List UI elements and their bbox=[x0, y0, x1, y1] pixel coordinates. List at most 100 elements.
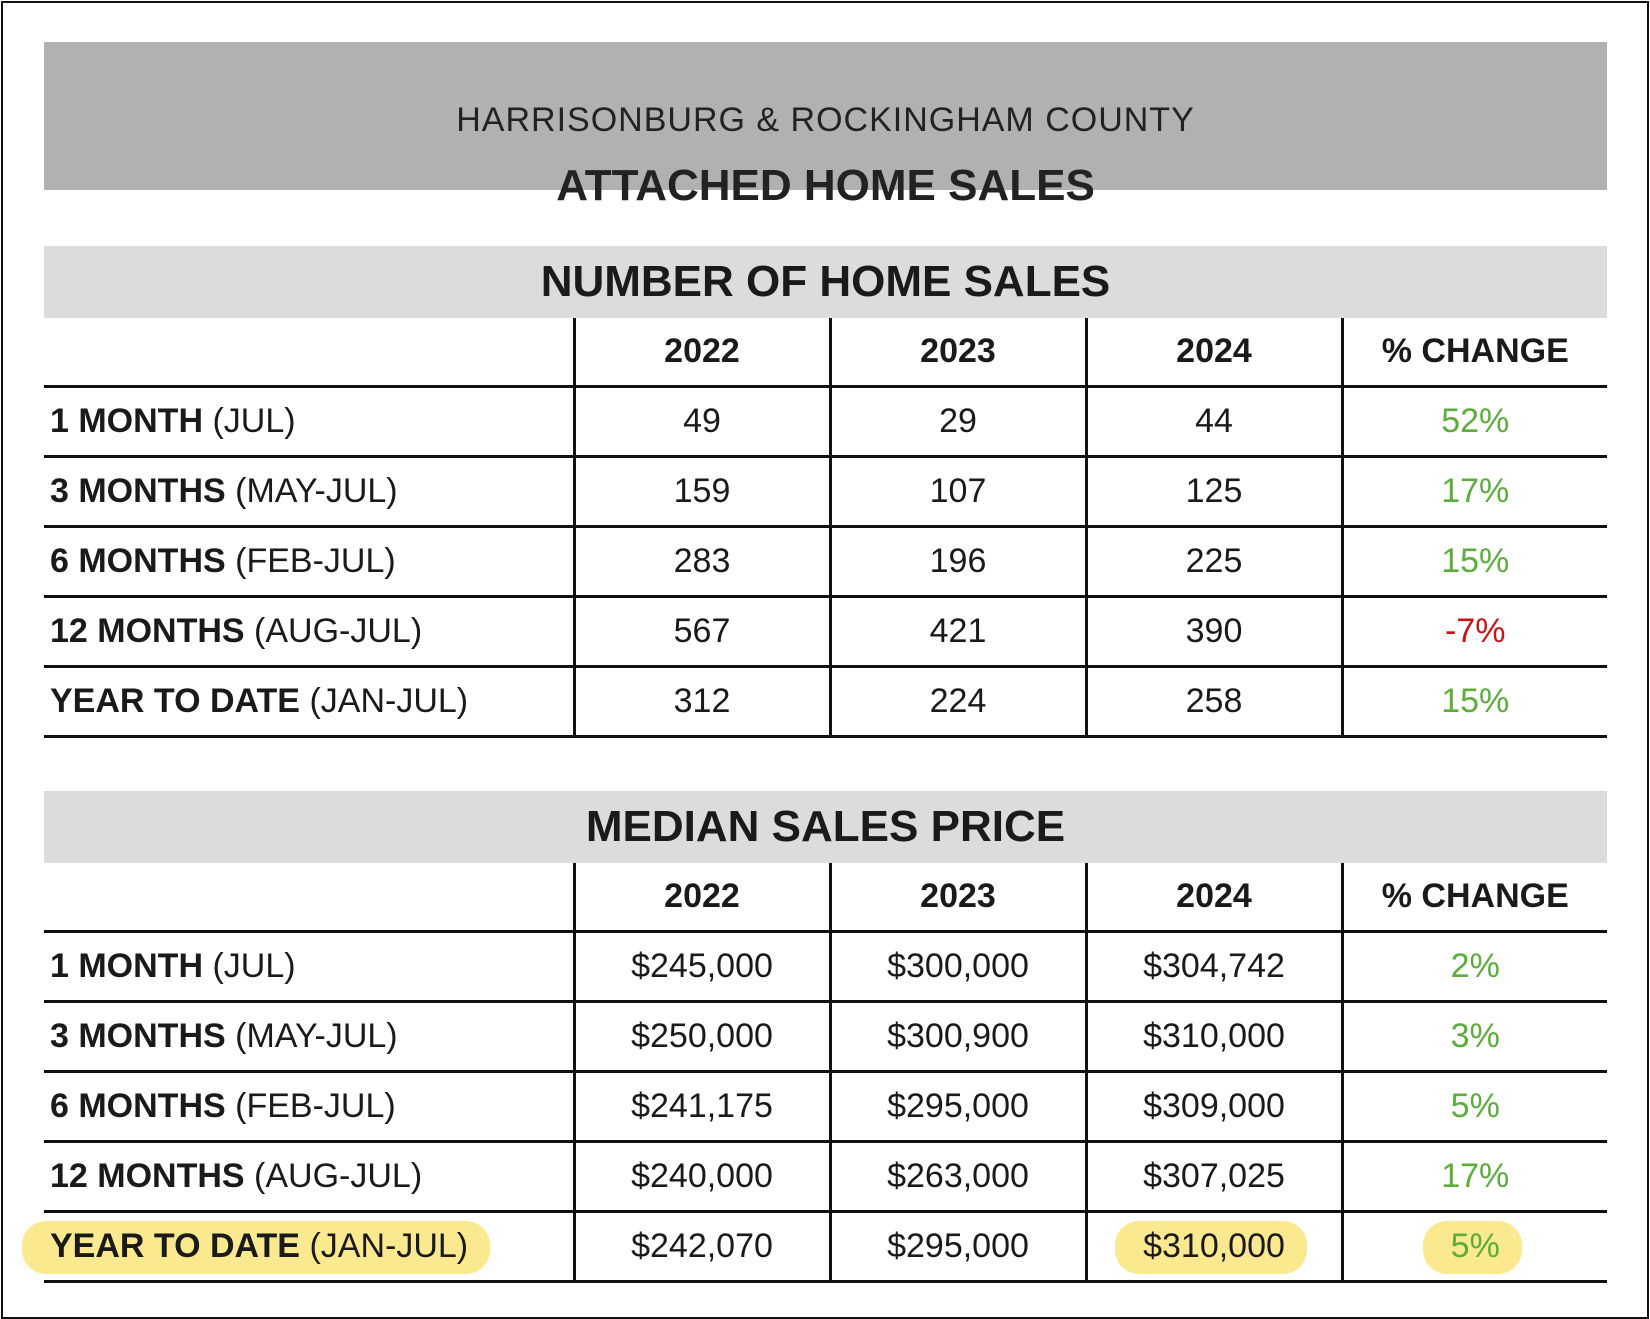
value-2022: $245,000 bbox=[572, 931, 830, 1003]
value-2022: $242,070 bbox=[572, 1211, 830, 1283]
value-2022: $241,175 bbox=[572, 1071, 830, 1143]
value-2024: $309,000 bbox=[1084, 1071, 1342, 1143]
row-range: (JUL) bbox=[212, 402, 296, 440]
sales-count-section: NUMBER OF HOME SALES 2022 2023 2024 % CH… bbox=[44, 246, 1607, 738]
value-change: 17% bbox=[1340, 456, 1607, 528]
median-price-heading: MEDIAN SALES PRICE bbox=[44, 791, 1607, 863]
table-row: YEAR TO DATE (JAN-JUL) $242,070 $295,000… bbox=[21, 1211, 1607, 1283]
row-label: 1 MONTH (JUL) bbox=[44, 386, 574, 458]
value-change: -7% bbox=[1340, 596, 1607, 668]
row-range: (MAY-JUL) bbox=[235, 1017, 398, 1055]
value-change: 15% bbox=[1340, 666, 1607, 738]
table-row: 1 MONTH (JUL) $245,000 $300,000 $304,742… bbox=[44, 931, 1607, 1003]
row-period: YEAR TO DATE bbox=[50, 682, 300, 720]
row-range: (JAN-JUL) bbox=[309, 1227, 469, 1265]
row-period: 12 MONTHS bbox=[50, 1157, 245, 1195]
table-row: 12 MONTHS (AUG-JUL) 567 421 390 -7% bbox=[44, 596, 1607, 668]
value-2022: 49 bbox=[572, 386, 830, 458]
value-2022: 159 bbox=[572, 456, 830, 528]
sales-count-heading: NUMBER OF HOME SALES bbox=[44, 246, 1607, 318]
value-2022: 283 bbox=[572, 526, 830, 598]
row-period: 1 MONTH bbox=[50, 947, 203, 985]
table-row: 3 MONTHS (MAY-JUL) 159 107 125 17% bbox=[44, 456, 1607, 528]
value-2022: 312 bbox=[572, 666, 830, 738]
value-change: 3% bbox=[1340, 1001, 1607, 1073]
value-2022: 567 bbox=[572, 596, 830, 668]
value-change: 2% bbox=[1340, 931, 1607, 1003]
row-range: (AUG-JUL) bbox=[254, 1157, 423, 1195]
row-label: 12 MONTHS (AUG-JUL) bbox=[44, 1141, 574, 1213]
row-period: 3 MONTHS bbox=[50, 472, 226, 510]
highlighted-value: $310,000 bbox=[1143, 1227, 1285, 1265]
value-2024: 44 bbox=[1084, 386, 1342, 458]
highlight-mark: YEAR TO DATE (JAN-JUL) bbox=[21, 1221, 491, 1274]
report-subtitle: HARRISONBURG & ROCKINGHAM COUNTY bbox=[456, 101, 1195, 139]
value-2024: 390 bbox=[1084, 596, 1342, 668]
column-header-2024: 2024 bbox=[1084, 863, 1342, 933]
value-2023: $300,900 bbox=[828, 1001, 1086, 1073]
value-2023: $295,000 bbox=[828, 1211, 1086, 1283]
value-change: 15% bbox=[1340, 526, 1607, 598]
value-2023: 196 bbox=[828, 526, 1086, 598]
table-header-row: 2022 2023 2024 % CHANGE bbox=[44, 863, 1607, 933]
value-2023: 421 bbox=[828, 596, 1086, 668]
row-period: YEAR TO DATE bbox=[50, 1227, 300, 1265]
row-label: YEAR TO DATE (JAN-JUL) bbox=[44, 666, 574, 738]
period-column-header bbox=[44, 863, 574, 933]
column-header-2023: 2023 bbox=[828, 318, 1086, 388]
row-range: (FEB-JUL) bbox=[235, 1087, 396, 1125]
value-2024: $307,025 bbox=[1084, 1141, 1342, 1213]
sales-count-table: 2022 2023 2024 % CHANGE 1 MONTH (JUL) 49… bbox=[44, 318, 1607, 738]
row-period: 3 MONTHS bbox=[50, 1017, 226, 1055]
value-2024: $310,000 bbox=[1084, 1001, 1342, 1073]
value-2023: $295,000 bbox=[828, 1071, 1086, 1143]
value-2023: 224 bbox=[828, 666, 1086, 738]
value-change: 5% bbox=[1340, 1071, 1607, 1143]
highlight-mark: 5% bbox=[1422, 1221, 1523, 1274]
table-row: YEAR TO DATE (JAN-JUL) 312 224 258 15% bbox=[44, 666, 1607, 738]
table-row: 6 MONTHS (FEB-JUL) $241,175 $295,000 $30… bbox=[44, 1071, 1607, 1143]
value-2024: 258 bbox=[1084, 666, 1342, 738]
row-label: YEAR TO DATE (JAN-JUL) bbox=[21, 1211, 574, 1283]
column-header-change: % CHANGE bbox=[1340, 863, 1607, 933]
row-period: 6 MONTHS bbox=[50, 1087, 226, 1125]
row-period: 6 MONTHS bbox=[50, 542, 226, 580]
row-range: (MAY-JUL) bbox=[235, 472, 398, 510]
column-header-2023: 2023 bbox=[828, 863, 1086, 933]
value-2024: 125 bbox=[1084, 456, 1342, 528]
report-title: ATTACHED HOME SALES bbox=[556, 161, 1095, 210]
column-header-2022: 2022 bbox=[572, 863, 830, 933]
row-label: 12 MONTHS (AUG-JUL) bbox=[44, 596, 574, 668]
row-range: (AUG-JUL) bbox=[254, 612, 423, 650]
value-2023: $263,000 bbox=[828, 1141, 1086, 1213]
highlighted-change: 5% bbox=[1450, 1227, 1500, 1265]
column-header-change: % CHANGE bbox=[1340, 318, 1607, 388]
row-period: 1 MONTH bbox=[50, 402, 203, 440]
value-2024: $310,000 bbox=[1084, 1211, 1342, 1283]
median-price-section: MEDIAN SALES PRICE 2022 2023 2024 % CHAN… bbox=[21, 791, 1607, 1283]
row-label: 6 MONTHS (FEB-JUL) bbox=[44, 526, 574, 598]
table-header-row: 2022 2023 2024 % CHANGE bbox=[44, 318, 1607, 388]
title-banner: HARRISONBURG & ROCKINGHAM COUNTY ATTACHE… bbox=[44, 42, 1607, 210]
value-2024: $304,742 bbox=[1084, 931, 1342, 1003]
row-label: 3 MONTHS (MAY-JUL) bbox=[44, 1001, 574, 1073]
row-label: 3 MONTHS (MAY-JUL) bbox=[44, 456, 574, 528]
column-header-2024: 2024 bbox=[1084, 318, 1342, 388]
row-range: (JUL) bbox=[212, 947, 296, 985]
value-2022: $250,000 bbox=[572, 1001, 830, 1073]
row-range: (FEB-JUL) bbox=[235, 542, 396, 580]
row-period: 12 MONTHS bbox=[50, 612, 245, 650]
table-row: 1 MONTH (JUL) 49 29 44 52% bbox=[44, 386, 1607, 458]
row-range: (JAN-JUL) bbox=[309, 682, 469, 720]
table-row: 3 MONTHS (MAY-JUL) $250,000 $300,900 $31… bbox=[44, 1001, 1607, 1073]
row-label: 1 MONTH (JUL) bbox=[44, 931, 574, 1003]
table-row: 12 MONTHS (AUG-JUL) $240,000 $263,000 $3… bbox=[44, 1141, 1607, 1213]
value-2023: 29 bbox=[828, 386, 1086, 458]
column-header-2022: 2022 bbox=[572, 318, 830, 388]
row-label: 6 MONTHS (FEB-JUL) bbox=[44, 1071, 574, 1143]
value-2023: $300,000 bbox=[828, 931, 1086, 1003]
value-2022: $240,000 bbox=[572, 1141, 830, 1213]
value-2023: 107 bbox=[828, 456, 1086, 528]
value-change: 5% bbox=[1340, 1211, 1607, 1283]
highlight-mark: $310,000 bbox=[1115, 1221, 1307, 1274]
